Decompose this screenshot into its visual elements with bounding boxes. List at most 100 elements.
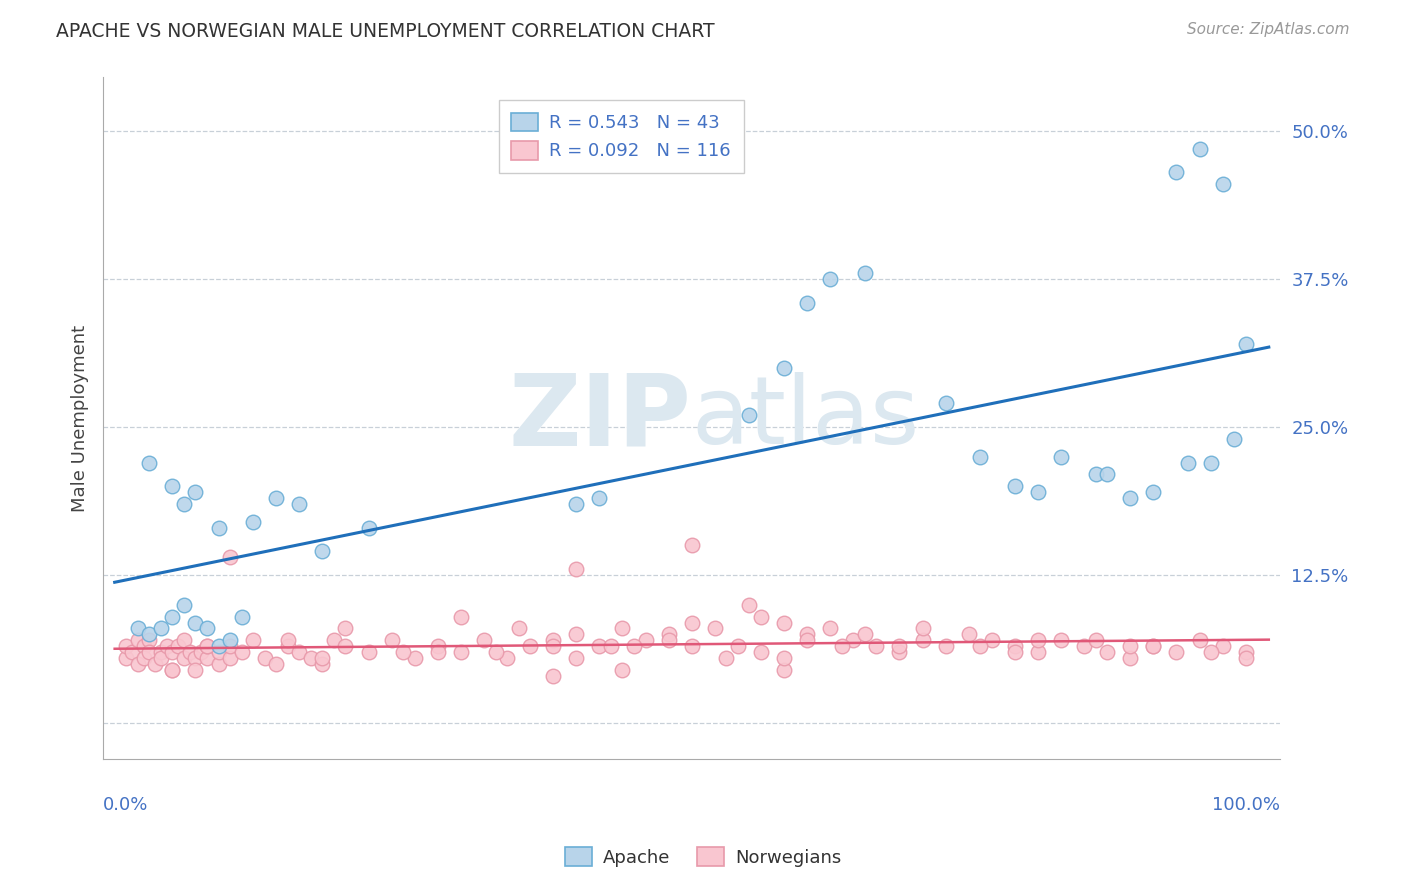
Point — [162, 479, 184, 493]
Legend: Apache, Norwegians: Apache, Norwegians — [558, 840, 848, 874]
Point — [1026, 485, 1049, 500]
Point — [612, 663, 634, 677]
Point — [311, 651, 333, 665]
Point — [357, 521, 380, 535]
Point — [184, 663, 207, 677]
Point — [1212, 639, 1234, 653]
Point — [231, 609, 253, 624]
Point — [1234, 645, 1257, 659]
Point — [173, 497, 195, 511]
Point — [1004, 645, 1026, 659]
Point — [1142, 485, 1164, 500]
Point — [207, 521, 229, 535]
Point — [184, 651, 207, 665]
Point — [219, 651, 242, 665]
Point — [323, 633, 346, 648]
Point — [1166, 645, 1188, 659]
Point — [889, 645, 911, 659]
Point — [738, 408, 761, 422]
Point — [404, 651, 426, 665]
Point — [115, 651, 138, 665]
Point — [335, 622, 357, 636]
Point — [588, 491, 610, 505]
Point — [277, 639, 299, 653]
Point — [612, 622, 634, 636]
Point — [957, 627, 980, 641]
Point — [132, 651, 155, 665]
Point — [842, 633, 865, 648]
Point — [1234, 651, 1257, 665]
Point — [727, 639, 749, 653]
Point — [277, 633, 299, 648]
Point — [173, 651, 195, 665]
Point — [541, 633, 564, 648]
Point — [1188, 633, 1211, 648]
Point — [311, 657, 333, 671]
Point — [195, 639, 218, 653]
Point — [219, 633, 242, 648]
Point — [173, 633, 195, 648]
Point — [1199, 645, 1222, 659]
Point — [472, 633, 495, 648]
Point — [508, 622, 530, 636]
Point — [565, 651, 588, 665]
Point — [1166, 165, 1188, 179]
Point — [149, 645, 172, 659]
Point — [519, 639, 541, 653]
Point — [127, 633, 149, 648]
Point — [1119, 491, 1142, 505]
Point — [207, 657, 229, 671]
Point — [565, 627, 588, 641]
Point — [889, 639, 911, 653]
Text: Source: ZipAtlas.com: Source: ZipAtlas.com — [1187, 22, 1350, 37]
Point — [288, 645, 311, 659]
Point — [658, 627, 681, 641]
Text: ZIP: ZIP — [509, 369, 692, 467]
Point — [450, 609, 472, 624]
Point — [219, 639, 242, 653]
Point — [1073, 639, 1095, 653]
Point — [1026, 645, 1049, 659]
Point — [311, 544, 333, 558]
Point — [853, 266, 876, 280]
Text: atlas: atlas — [692, 372, 920, 464]
Point — [681, 615, 703, 630]
Point — [184, 615, 207, 630]
Point — [716, 651, 738, 665]
Point — [132, 639, 155, 653]
Point — [796, 627, 818, 641]
Point — [138, 456, 160, 470]
Point — [935, 639, 957, 653]
Point — [162, 663, 184, 677]
Point — [184, 485, 207, 500]
Point — [1212, 177, 1234, 191]
Point — [155, 639, 177, 653]
Point — [1084, 633, 1107, 648]
Point — [496, 651, 519, 665]
Text: 100.0%: 100.0% — [1212, 797, 1281, 814]
Point — [138, 627, 160, 641]
Point — [658, 633, 681, 648]
Point — [796, 295, 818, 310]
Point — [1004, 479, 1026, 493]
Point — [143, 657, 166, 671]
Point — [299, 651, 322, 665]
Point — [853, 627, 876, 641]
Point — [1084, 467, 1107, 482]
Point — [242, 633, 264, 648]
Point — [179, 645, 201, 659]
Point — [1026, 633, 1049, 648]
Point — [127, 657, 149, 671]
Point — [1234, 337, 1257, 351]
Point — [207, 645, 229, 659]
Point — [969, 639, 991, 653]
Point — [818, 272, 841, 286]
Point — [1142, 639, 1164, 653]
Point — [162, 663, 184, 677]
Point — [980, 633, 1002, 648]
Point — [231, 645, 253, 659]
Point — [115, 639, 138, 653]
Point — [1004, 639, 1026, 653]
Point — [1142, 639, 1164, 653]
Point — [381, 633, 404, 648]
